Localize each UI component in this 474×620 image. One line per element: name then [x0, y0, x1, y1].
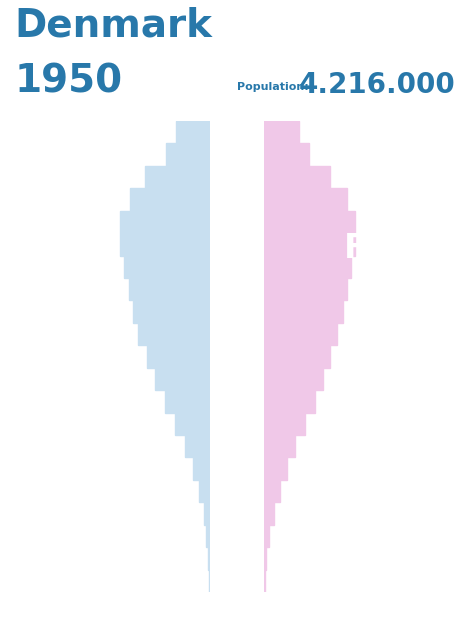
- Text: 15-19: 15-19: [223, 195, 251, 204]
- Text: 2.5%: 2.5%: [319, 600, 349, 609]
- Text: 65-69: 65-69: [223, 419, 251, 428]
- Polygon shape: [120, 121, 210, 592]
- Text: 10-14: 10-14: [223, 172, 251, 182]
- Text: 90-94: 90-94: [222, 531, 252, 541]
- Text: 40-44: 40-44: [222, 307, 252, 316]
- Text: Female: Female: [343, 232, 474, 265]
- Text: Denmark: Denmark: [14, 6, 212, 44]
- Text: 2.5%: 2.5%: [125, 600, 155, 609]
- Text: 7.5%: 7.5%: [0, 600, 15, 609]
- Text: 5%: 5%: [395, 600, 413, 609]
- Text: 75-79: 75-79: [222, 464, 252, 473]
- Text: 45-49: 45-49: [222, 330, 252, 339]
- Text: 0-4: 0-4: [229, 128, 245, 136]
- Text: 50-54: 50-54: [223, 352, 251, 361]
- Text: 95-99: 95-99: [222, 554, 252, 563]
- Text: 80-84: 80-84: [223, 487, 251, 495]
- Text: 25-29: 25-29: [223, 240, 251, 249]
- Text: Male: Male: [18, 232, 108, 265]
- Text: 4.216.000: 4.216.000: [299, 71, 456, 99]
- Polygon shape: [264, 121, 355, 592]
- Text: 7.5%: 7.5%: [459, 600, 474, 609]
- Text: 5-9: 5-9: [229, 150, 245, 159]
- Text: 55-59: 55-59: [223, 374, 251, 383]
- Text: 35-39: 35-39: [223, 285, 251, 294]
- Text: 60-64: 60-64: [223, 397, 251, 406]
- Text: 20-24: 20-24: [223, 218, 251, 226]
- Text: 5%: 5%: [61, 600, 79, 609]
- Text: Population:: Population:: [237, 82, 309, 92]
- Text: 85-89: 85-89: [223, 509, 251, 518]
- Text: 1950: 1950: [14, 63, 122, 101]
- Text: 100+: 100+: [224, 577, 250, 585]
- Text: 70-74: 70-74: [222, 442, 252, 451]
- Text: 30-34: 30-34: [223, 262, 251, 271]
